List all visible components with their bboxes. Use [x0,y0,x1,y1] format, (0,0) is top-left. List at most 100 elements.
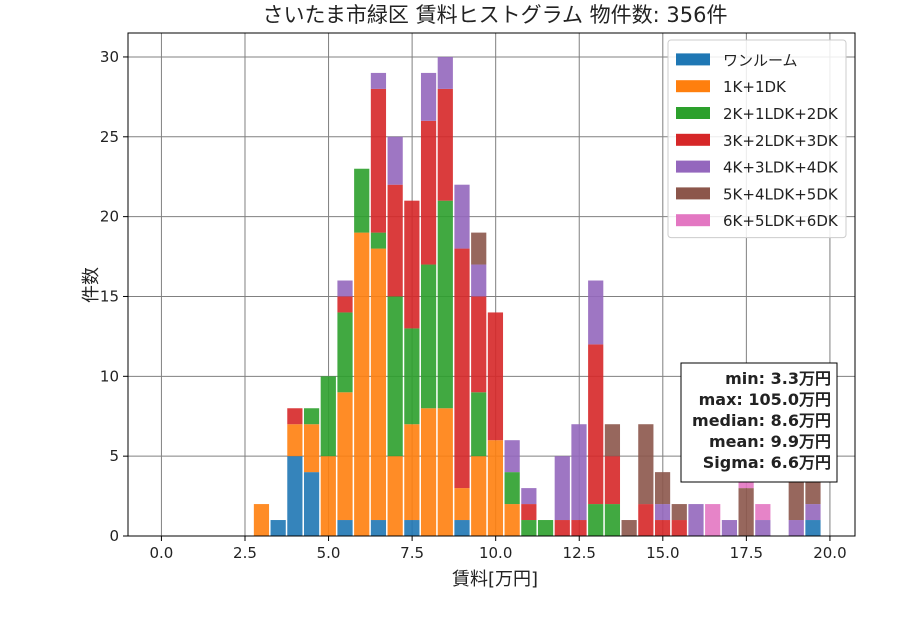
histogram-bar [454,248,470,489]
histogram-bar [471,392,487,457]
histogram-bar [370,520,387,536]
stats-line: median: 8.6万円 [692,411,831,430]
histogram-bar [671,504,687,521]
histogram-bar [604,504,621,536]
histogram-bar [788,472,804,521]
histogram-bar [387,296,403,457]
x-tick-label: 2.5 [233,544,257,562]
histogram-bar [571,520,587,536]
legend-label: 3K+2LDK+3DK [723,132,839,150]
histogram-bar [404,328,420,425]
histogram-bar [303,424,320,473]
histogram-bar [354,168,370,233]
histogram-bar [420,72,437,121]
x-tick-label: 17.5 [730,544,763,562]
histogram-bar [688,504,704,536]
histogram-bar [337,392,353,521]
stats-line: min: 3.3万円 [725,369,831,388]
histogram-bar [521,504,537,521]
histogram-bar [337,296,353,313]
x-axis-label: 賃料[万円] [452,569,538,590]
legend: ワンルーム 1K+1DK 2K+1LDK+2DK 3K+2LDK+3DK 4K+3LDK… [667,39,847,239]
stats-line: Sigma: 6.6万円 [703,453,831,472]
histogram-bar [370,248,387,521]
histogram-bar [654,472,671,505]
legend-swatch [676,80,710,93]
legend-swatch [676,107,710,119]
histogram-bar [404,424,420,521]
histogram-bar [370,72,387,89]
histogram-bar [487,440,504,536]
histogram-bar [588,280,604,345]
histogram-bar [705,504,721,536]
histogram-bar [554,456,570,521]
histogram-bar [504,472,520,505]
x-tick-label: 12.5 [563,544,596,562]
chart-title: さいたま市緑区 賃料ヒストグラム 物件数: 356件 [263,3,728,27]
histogram-bar [337,312,353,393]
histogram-bar [454,520,470,536]
y-tick-label: 25 [100,128,119,146]
histogram-bar [671,520,687,536]
histogram-bar [437,56,453,89]
histogram-bar [638,504,654,536]
axis-ticks: 0.0 2.5 5.0 7.5 10.0 12.5 15.0 17.5 20.0 0 5 10 15 20… [100,48,847,562]
histogram-bar [337,280,353,297]
histogram-bar [588,504,604,536]
histogram-bar [337,520,353,536]
y-tick-label: 10 [100,367,119,385]
histogram-bar [303,408,320,425]
histogram-bar [537,520,554,536]
histogram-bar [253,504,270,536]
histogram-bar [604,424,621,457]
y-tick-label: 0 [109,527,119,545]
histogram-bar [287,456,303,536]
histogram-bar [437,408,453,536]
histogram-bar [387,136,403,185]
histogram-bar [471,264,487,297]
y-tick-label: 30 [100,48,119,66]
histogram-bar [303,472,320,536]
histogram-bar [755,520,771,536]
x-tick-label: 0.0 [149,544,173,562]
legend-label: 1K+1DK [723,78,787,96]
histogram-bar [471,232,487,265]
legend-label: 4K+3LDK+4DK [723,159,839,177]
y-tick-label: 15 [100,287,119,305]
legend-swatch [676,53,710,66]
histogram-bar [805,520,821,536]
y-axis-label: 件数 [81,267,102,303]
histogram-bar [420,408,437,536]
histogram-bar [437,88,453,201]
histogram-bar [370,88,387,233]
legend-label: ワンルーム [723,51,798,69]
histogram-bar [320,456,336,536]
stats-box: min: 3.3万円 max: 105.0万円 median: 8.6万円 mean:… [680,362,838,483]
histogram-bar [521,520,537,536]
x-tick-label: 15.0 [646,544,679,562]
stats-line: max: 105.0万円 [699,390,831,409]
legend-swatch [676,187,710,200]
histogram-bar [354,232,370,536]
stats-box-frame [680,362,838,483]
plot-frame [127,32,856,537]
x-tick-label: 20.0 [813,544,846,562]
legend-label: 2K+1LDK+2DK [723,105,839,123]
histogram-bar [755,504,771,521]
histogram-bar [404,520,420,536]
histogram-bar [454,184,470,249]
histogram-bar [471,296,487,393]
histogram-bar [721,520,738,536]
legend-box [667,39,847,239]
histogram-bar [420,264,437,409]
bars [253,56,821,536]
histogram-bar [604,456,621,505]
histogram-bar [420,120,437,265]
x-tick-label: 10.0 [479,544,512,562]
histogram-bar [387,456,403,536]
histogram-bar [621,520,637,536]
histogram-bar [270,520,286,536]
legend-swatch [676,133,710,146]
histogram-bar [437,200,453,409]
